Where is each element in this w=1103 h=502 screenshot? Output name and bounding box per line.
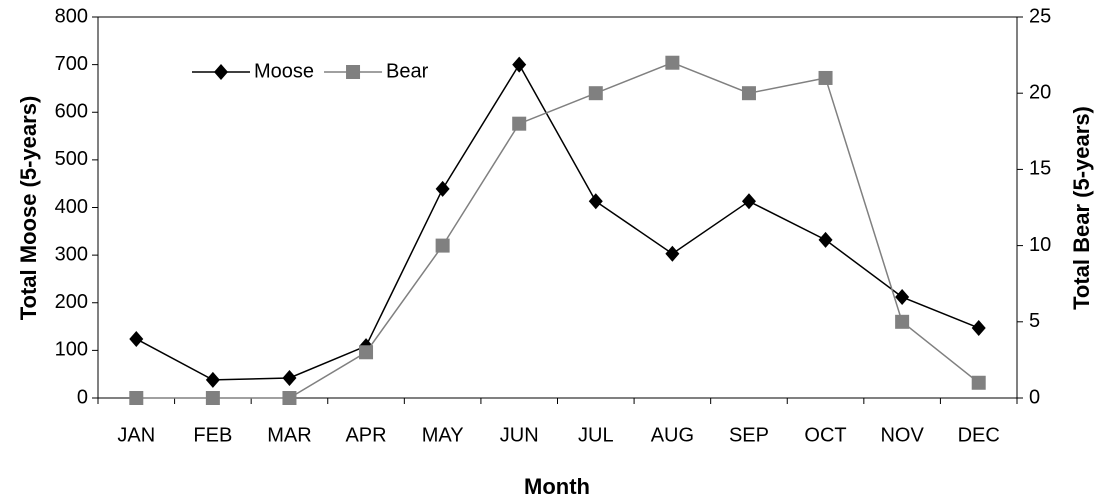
marker — [359, 345, 374, 360]
y-tick-label: 100 — [55, 339, 88, 361]
marker — [895, 314, 910, 329]
marker — [435, 180, 450, 197]
x-tick-label: MAY — [422, 424, 464, 446]
marker — [588, 193, 603, 210]
marker — [282, 369, 297, 386]
marker — [214, 64, 228, 80]
marker — [818, 231, 833, 248]
series-line — [135, 63, 979, 381]
legend-label: Bear — [386, 60, 429, 82]
x-tick-label: JUL — [578, 424, 614, 446]
marker — [129, 391, 144, 405]
x-tick-label: APR — [345, 424, 386, 446]
y-tick-label: 300 — [55, 243, 88, 265]
marker — [282, 391, 297, 405]
y2-tick-label: 5 — [1029, 310, 1040, 332]
marker — [665, 245, 680, 262]
y-tick-label: 800 — [55, 5, 88, 27]
marker — [971, 375, 986, 390]
x-tick-label: FEB — [193, 424, 232, 446]
x-tick-label: AUG — [651, 424, 694, 446]
marker — [346, 65, 361, 79]
marker — [205, 391, 220, 405]
x-tick-label: SEP — [729, 424, 769, 446]
marker — [665, 55, 680, 70]
y-tick-label: 200 — [55, 291, 88, 313]
legend-label: Moose — [254, 60, 314, 82]
y-tick-label: 700 — [55, 53, 88, 75]
marker — [588, 86, 603, 101]
y2-tick-label: 15 — [1029, 158, 1051, 180]
y-tick-label: 600 — [55, 101, 88, 123]
x-tick-label: DEC — [958, 424, 1000, 446]
y2-tick-label: 20 — [1029, 81, 1051, 103]
y2-tick-label: 10 — [1029, 234, 1051, 256]
y-tick-label: 400 — [55, 196, 88, 218]
marker — [512, 56, 527, 73]
x-tick-label: JUN — [500, 424, 539, 446]
y-tick-label: 0 — [77, 386, 88, 408]
marker — [741, 193, 756, 210]
y2-axis-title: Total Bear (5-years) — [1069, 106, 1094, 310]
marker — [895, 289, 910, 306]
x-tick-label: JAN — [117, 424, 155, 446]
y2-tick-label: 0 — [1029, 386, 1040, 408]
x-tick-label: OCT — [804, 424, 846, 446]
series-line — [136, 61, 980, 399]
marker — [435, 238, 450, 253]
y-axis-title: Total Moose (5-years) — [16, 96, 41, 321]
marker — [512, 116, 527, 131]
marker — [205, 371, 220, 388]
marker — [818, 70, 833, 85]
y2-tick-label: 25 — [1029, 5, 1051, 27]
y-tick-label: 500 — [55, 148, 88, 170]
x-axis-title: Month — [524, 474, 590, 499]
x-tick-label: NOV — [880, 424, 924, 446]
x-tick-label: MAR — [267, 424, 311, 446]
marker — [741, 86, 756, 101]
marker — [129, 330, 144, 347]
marker — [971, 319, 986, 336]
